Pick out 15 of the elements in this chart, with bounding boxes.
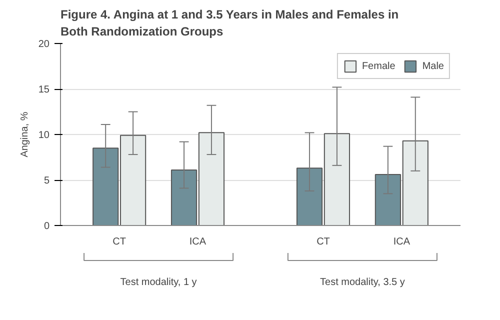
text: Test modality, 3.5 y <box>320 277 405 288</box>
chart-title: Figure 4. Angina at 1 and 3.5 Years in Males and Females in Both Randomization Groups <box>60 8 399 38</box>
legend-label: Male <box>422 60 444 72</box>
legend-label: Female <box>362 60 396 72</box>
y-tick-label: 5 <box>44 176 50 186</box>
y-axis-title: Angina, % <box>19 112 30 158</box>
y-tick-label: 0 <box>44 221 50 232</box>
x-tick-label: CT <box>112 236 126 248</box>
x-tick-label: CT <box>316 236 330 248</box>
text: Test modality, 1 y <box>120 277 197 288</box>
x-tick-label: ICA <box>189 236 206 248</box>
y-tick-label: 20 <box>38 39 50 50</box>
x-tick-label: ICA <box>393 236 410 248</box>
y-tick-label: 15 <box>38 84 50 96</box>
y-tick-label: 10 <box>38 130 50 141</box>
